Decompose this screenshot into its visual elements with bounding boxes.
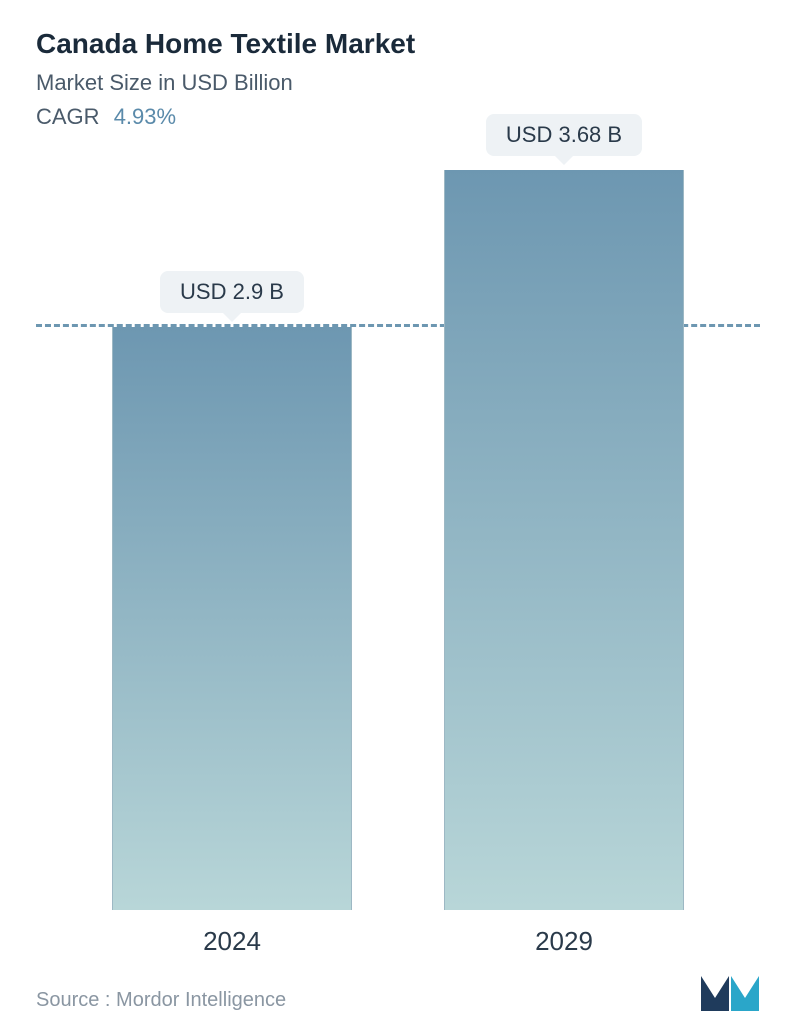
- cagr-line: CAGR 4.93%: [36, 104, 760, 130]
- cagr-label: CAGR: [36, 104, 100, 129]
- page-subtitle: Market Size in USD Billion: [36, 70, 760, 96]
- bar: [444, 170, 684, 910]
- chart-area: USD 2.9 B USD 3.68 B: [36, 170, 760, 910]
- bars-row: USD 2.9 B USD 3.68 B: [36, 170, 760, 910]
- bar: [112, 327, 352, 910]
- source-text: Source : Mordor Intelligence: [36, 989, 286, 1012]
- page-title: Canada Home Textile Market: [36, 28, 760, 60]
- x-axis-labels: 2024 2029: [36, 926, 760, 957]
- value-pill: USD 2.9 B: [160, 271, 304, 313]
- chart-container: Canada Home Textile Market Market Size i…: [0, 0, 796, 1034]
- x-axis-label: 2024: [112, 926, 352, 957]
- footer: Source : Mordor Intelligence: [36, 968, 760, 1012]
- cagr-value: 4.93%: [114, 104, 176, 129]
- value-pill: USD 3.68 B: [486, 114, 642, 156]
- x-axis-label: 2029: [444, 926, 684, 957]
- bar-column: USD 3.68 B: [444, 170, 684, 910]
- bar-column: USD 2.9 B: [112, 170, 352, 910]
- brand-logo-icon: [700, 968, 760, 1012]
